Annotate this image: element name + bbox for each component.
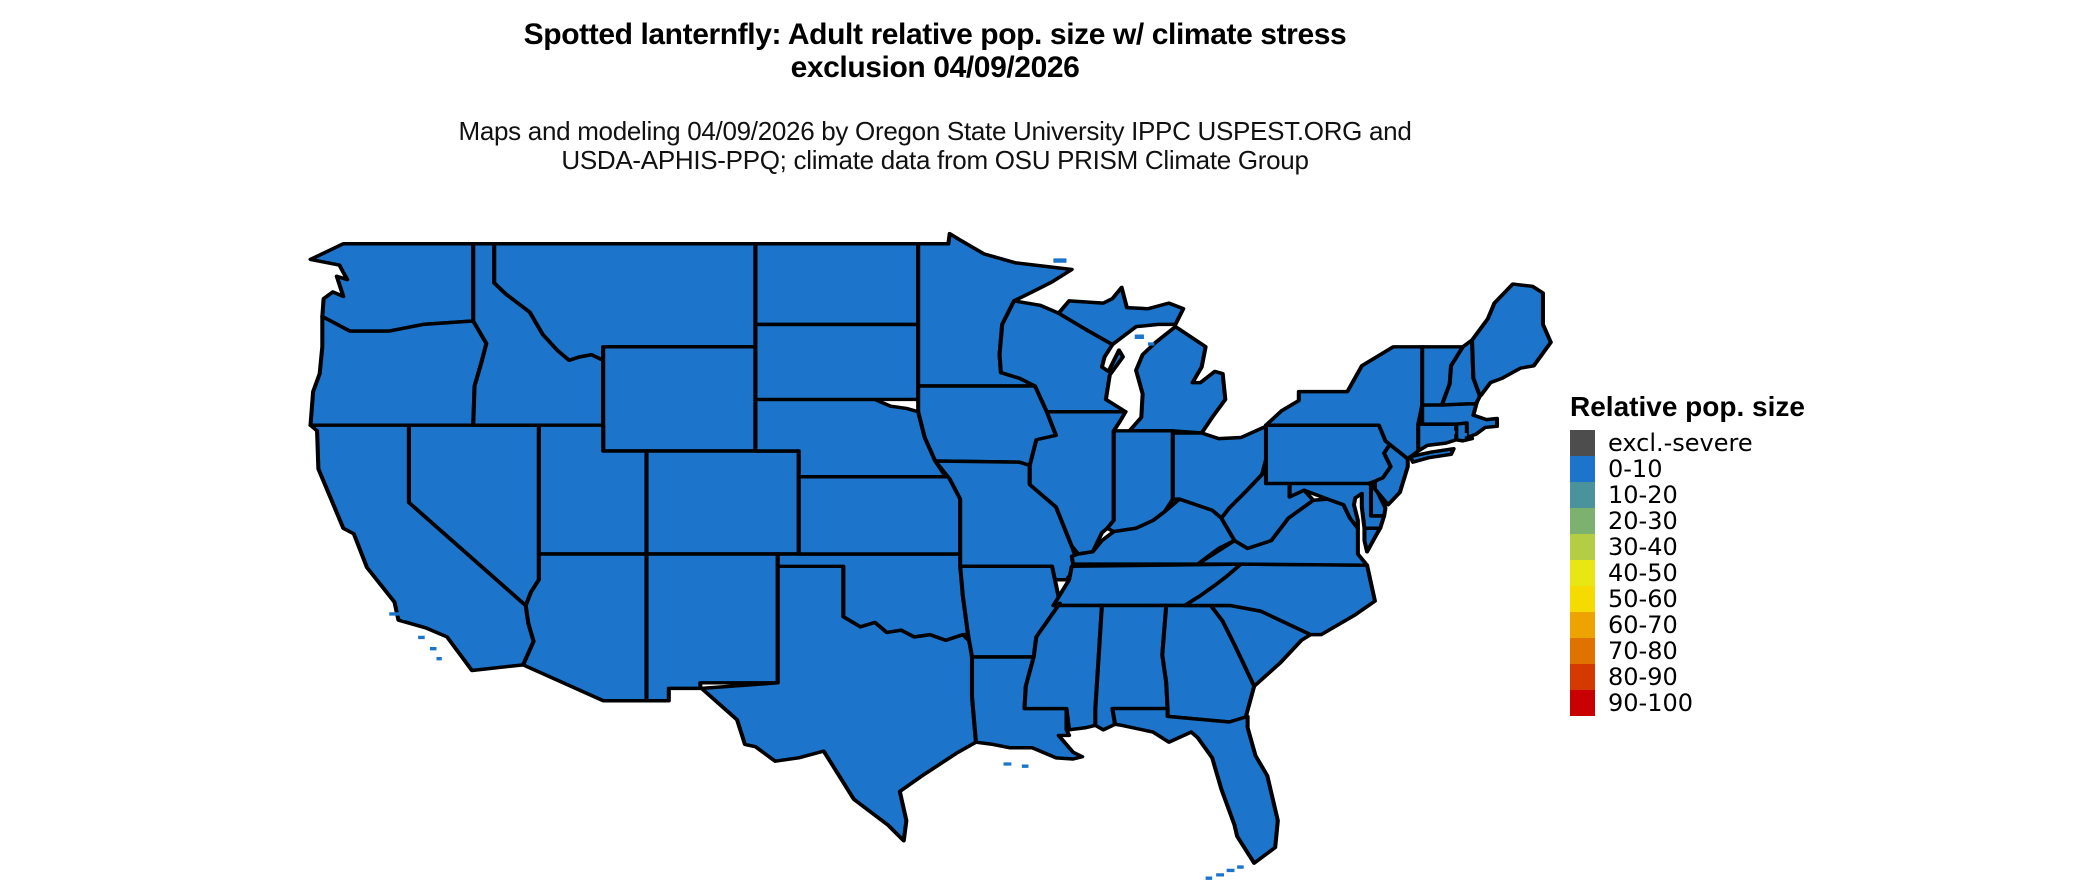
state-maine — [1470, 282, 1553, 398]
state-michigan-lower — [1127, 324, 1228, 435]
map-subtitle: Maps and modeling 04/09/2026 by Oregon S… — [300, 117, 1570, 175]
legend-item-10-20: 10-20 — [1570, 482, 1810, 508]
legend-item-excl.-severe: excl.-severe — [1570, 430, 1810, 456]
legend-swatch — [1570, 638, 1595, 664]
legend-label: 70-80 — [1608, 637, 1678, 665]
legend-item-0-10: 0-10 — [1570, 456, 1810, 482]
state-south-dakota — [753, 322, 921, 402]
legend-item-20-30: 20-30 — [1570, 508, 1810, 534]
legend-swatch — [1570, 482, 1595, 508]
state-new-mexico — [644, 552, 780, 703]
legend-label: 0-10 — [1608, 455, 1663, 483]
legend-swatch — [1570, 690, 1595, 716]
state-washington — [308, 242, 476, 333]
state-new-york — [1263, 345, 1426, 461]
legend-swatch — [1570, 456, 1595, 482]
legend-label: 50-60 — [1608, 585, 1678, 613]
legend-label: 10-20 — [1608, 481, 1678, 509]
legend: Relative pop. size excl.-severe 0-10 10-20… — [1570, 392, 1810, 716]
legend-item-90-100: 90-100 — [1570, 690, 1810, 716]
legend-label: 90-100 — [1608, 689, 1694, 717]
legend-item-30-40: 30-40 — [1570, 534, 1810, 560]
state-wyoming — [601, 345, 758, 453]
legend-swatch — [1570, 430, 1595, 456]
title-line-2: exclusion 04/09/2026 — [790, 51, 1080, 84]
legend-swatch — [1570, 586, 1595, 612]
legend-label: 20-30 — [1608, 507, 1678, 535]
legend-title: Relative pop. size — [1570, 391, 1805, 422]
legend-item-60-70: 60-70 — [1570, 612, 1810, 638]
legend-item-70-80: 70-80 — [1570, 638, 1810, 664]
subtitle-line-2: USDA-APHIS-PPQ; climate data from OSU PR… — [561, 145, 1309, 175]
state-oregon — [308, 314, 489, 427]
title-line-1: Spotted lanternfly: Adult relative pop. … — [523, 18, 1347, 51]
legend-swatch — [1570, 560, 1595, 586]
state-new-jersey — [1372, 439, 1410, 507]
subtitle-line-1: Maps and modeling 04/09/2026 by Oregon S… — [458, 116, 1412, 146]
state-virginia-eastern-shore — [1362, 526, 1383, 554]
legend-swatch — [1570, 612, 1595, 638]
state-new-york-long-island — [1408, 446, 1456, 464]
legend-item-80-90: 80-90 — [1570, 664, 1810, 690]
legend-swatch — [1570, 664, 1595, 690]
legend-label: 30-40 — [1608, 533, 1678, 561]
state-connecticut — [1416, 422, 1459, 453]
legend-rows: excl.-severe 0-10 10-20 20-30 30-40 40-50 50-6… — [1570, 430, 1810, 716]
legend-label: excl.-severe — [1608, 429, 1753, 457]
state-pennsylvania — [1263, 423, 1393, 486]
legend-swatch — [1570, 508, 1595, 534]
us-choropleth-map — [308, 231, 1553, 880]
legend-label: 60-70 — [1608, 611, 1678, 639]
legend-label: 80-90 — [1608, 663, 1678, 691]
map-title: Spotted lanternfly: Adult relative pop. … — [300, 18, 1570, 84]
legend-item-50-60: 50-60 — [1570, 586, 1810, 612]
legend-swatch — [1570, 534, 1595, 560]
state-north-dakota — [753, 242, 921, 327]
state-michigan-upper — [1056, 285, 1186, 347]
legend-label: 40-50 — [1608, 559, 1678, 587]
state-kansas — [796, 474, 963, 556]
state-north-carolina — [1182, 562, 1377, 637]
state-florida — [1110, 706, 1280, 865]
state-arizona — [521, 552, 649, 703]
state-colorado — [644, 449, 801, 556]
legend-item-40-50: 40-50 — [1570, 560, 1810, 586]
